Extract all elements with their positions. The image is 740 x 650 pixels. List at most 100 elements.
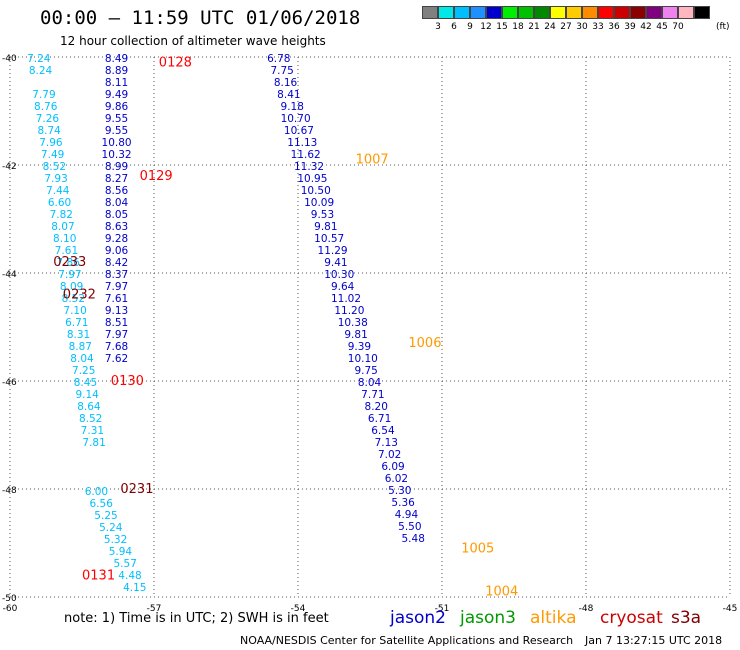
wave-height-label: 8.74 [37,125,61,137]
wave-height-label: 10.57 [314,233,344,245]
wave-height-label: 8.20 [365,401,388,413]
wave-height-label: 5.25 [94,510,117,522]
colorbar-swatch [566,6,582,19]
legend-cryosat: cryosat [600,608,663,628]
wave-height-label: 7.97 [105,281,128,293]
wave-height-label: 7.10 [63,305,86,317]
colorbar-unit: (ft) [716,22,730,32]
wave-height-label: 8.31 [67,329,90,341]
time-label: 1005 [461,541,494,556]
wave-height-label: 8.27 [105,173,128,185]
colorbar-swatch [614,6,630,19]
wave-height-label: 5.32 [104,534,127,546]
wave-height-label: 10.67 [284,125,314,137]
wave-height-label: 10.38 [338,317,368,329]
colorbar-label: 24 [544,22,556,32]
colorbar-label: 27 [560,22,572,32]
time-label: 1004 [485,585,518,600]
wave-height-label: 11.62 [291,149,321,161]
wave-height-label: 7.02 [378,449,401,461]
wave-height-label: 7.93 [44,173,67,185]
colorbar-label: 33 [592,22,604,32]
legend-altika: altika [530,608,577,628]
wave-height-label: 5.24 [99,522,123,534]
x-tick-label: -45 [723,604,738,614]
y-tick-label: -48 [2,486,17,496]
wave-height-label: 7.82 [50,209,73,221]
time-label: 0128 [159,55,192,70]
wave-height-label: 4.15 [123,582,146,594]
colorbar-swatch [518,6,534,19]
wave-height-label: 9.13 [105,305,128,317]
wave-height-label: 8.04 [358,377,382,389]
wave-height-label: 7.25 [72,365,95,377]
colorbar-swatch [454,6,470,19]
wave-height-label: 10.30 [324,269,354,281]
x-tick-label: -57 [147,604,162,614]
legend-jason2: jason2 [390,608,446,628]
wave-height-label: 7.26 [36,113,60,125]
footer-note: note: 1) Time is in UTC; 2) SWH is in fe… [64,611,329,626]
wave-height-label: 7.97 [105,329,128,341]
wave-height-label: 11.02 [331,293,361,305]
time-label: 0131 [82,568,115,583]
wave-height-label: 5.48 [402,533,425,545]
y-tick-label: -44 [2,270,17,280]
colorbar-swatch [470,6,486,19]
wave-height-label: 10.32 [102,149,132,161]
wave-height-label: 10.80 [102,137,132,149]
wave-height-label: 9.39 [348,341,371,353]
x-tick-label: -54 [291,604,306,614]
x-tick-label: -51 [435,604,450,614]
wave-height-label: 9.53 [311,209,334,221]
wave-height-label: 6.02 [385,473,408,485]
wave-height-label: 6.54 [371,425,395,437]
wave-height-label: 11.20 [334,305,364,317]
colorbar-swatch [422,6,438,19]
time-label: 0129 [140,169,173,184]
wave-height-label: 8.56 [105,185,129,197]
time-label: 1007 [356,153,389,168]
footer-timestamp: Jan 7 13:27:15 UTC 2018 [585,634,723,647]
wave-height-label: 10.09 [304,197,334,209]
wave-height-label: 8.51 [105,317,128,329]
wave-height-label: 7.49 [41,149,64,161]
wave-height-label: 8.10 [53,233,76,245]
wave-height-label: 7.86 [56,257,80,269]
wave-height-label: 11.32 [294,161,324,173]
colorbar-swatch [630,6,646,19]
colorbar-swatch [694,6,710,19]
wave-height-label: 9.28 [105,233,128,245]
wave-height-label: 11.13 [287,137,317,149]
wave-height-label: 10.10 [348,353,378,365]
colorbar-label: 36 [608,22,620,32]
wave-height-label: 8.63 [105,221,128,233]
wave-height-label: 5.36 [391,497,415,509]
colorbar-swatch [662,6,678,19]
wave-height-label: 10.50 [301,185,331,197]
wave-height-label: 9.55 [105,125,128,137]
wave-height-label: 8.09 [60,281,83,293]
wave-height-label: 7.13 [375,437,398,449]
wave-height-label: 11.29 [318,245,348,257]
wave-height-label: 8.41 [277,89,300,101]
legend-jason3: jason3 [460,608,516,628]
wave-height-label: 5.30 [388,485,411,497]
wave-height-label: 9.41 [324,257,347,269]
wave-height-label: 8.16 [274,77,298,89]
colorbar-swatch [646,6,662,19]
colorbar-label: 39 [624,22,636,32]
wave-height-label: 8.05 [105,209,128,221]
wave-height-label: 7.68 [105,341,128,353]
colorbar-label: 70 [672,22,684,32]
colorbar-swatch [550,6,566,19]
wave-height-label: 8.87 [69,341,92,353]
y-tick-label: -46 [2,378,17,388]
colorbar-swatch [598,6,614,19]
time-label: 0231 [120,482,153,497]
wave-height-label: 8.64 [77,401,101,413]
wave-height-label: 10.70 [281,113,311,125]
wave-height-label: 9.14 [75,389,99,401]
wave-height-label: 8.37 [105,269,128,281]
